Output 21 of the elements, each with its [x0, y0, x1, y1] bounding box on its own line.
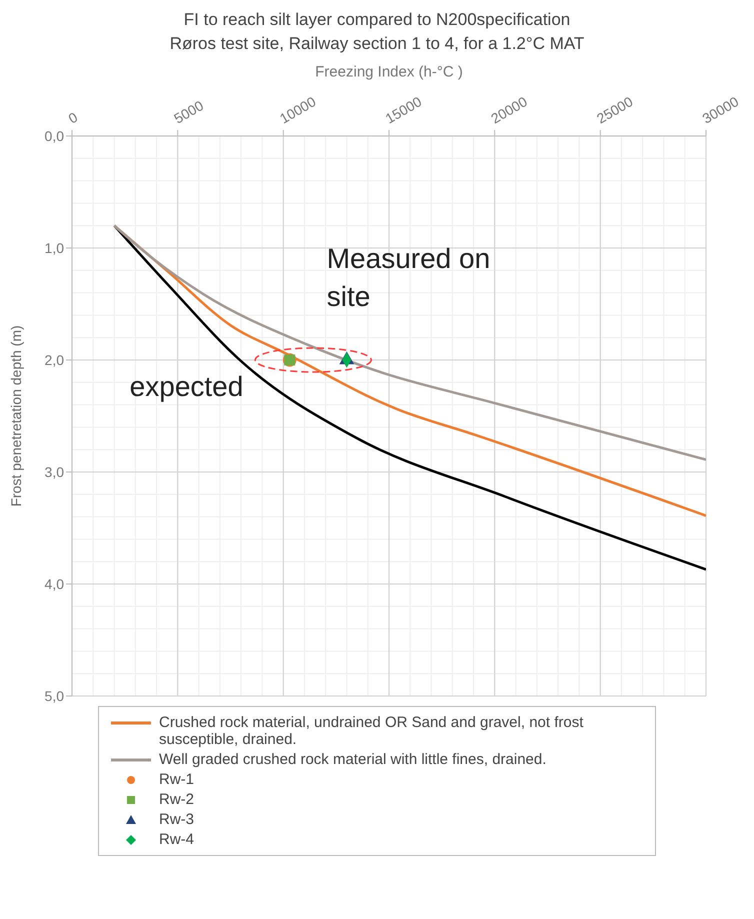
- y-tick-label: 0,0: [44, 128, 64, 144]
- x-axis-title: Freezing Index (h-°C ): [315, 64, 463, 81]
- annotation: expected: [130, 370, 244, 404]
- y-axis-title: Frost penetretation depth (m): [8, 325, 24, 507]
- y-tick-label: 3,0: [44, 464, 64, 480]
- legend-label: Well graded crushed rock material with little fines, drained.: [159, 751, 546, 768]
- chart-title: FI to reach silt layer compared to N200specification: [182, 9, 572, 31]
- chart-subtitle: Røros test site, Railway section 1 to 4, for a 1.2°C MAT: [168, 33, 586, 55]
- annotation: Measured on site: [326, 242, 492, 314]
- legend-label: Rw-3: [159, 811, 194, 828]
- legend-label: Rw-1: [159, 771, 194, 788]
- legend-label: Crushed rock material, undrained OR Sand and gravel, not frost susceptible, drained.: [159, 714, 584, 748]
- x-tick-label: 5000: [171, 97, 206, 127]
- y-tick-label: 5,0: [44, 688, 64, 704]
- legend-label: Rw-2: [159, 791, 194, 808]
- x-tick-label: 0: [66, 108, 80, 127]
- line-series: [113, 224, 706, 461]
- y-tick-label: 4,0: [44, 576, 64, 592]
- y-tick-label: 1,0: [44, 240, 64, 256]
- y-tick-label: 2,0: [44, 352, 64, 368]
- legend-label: Rw-4: [159, 831, 194, 848]
